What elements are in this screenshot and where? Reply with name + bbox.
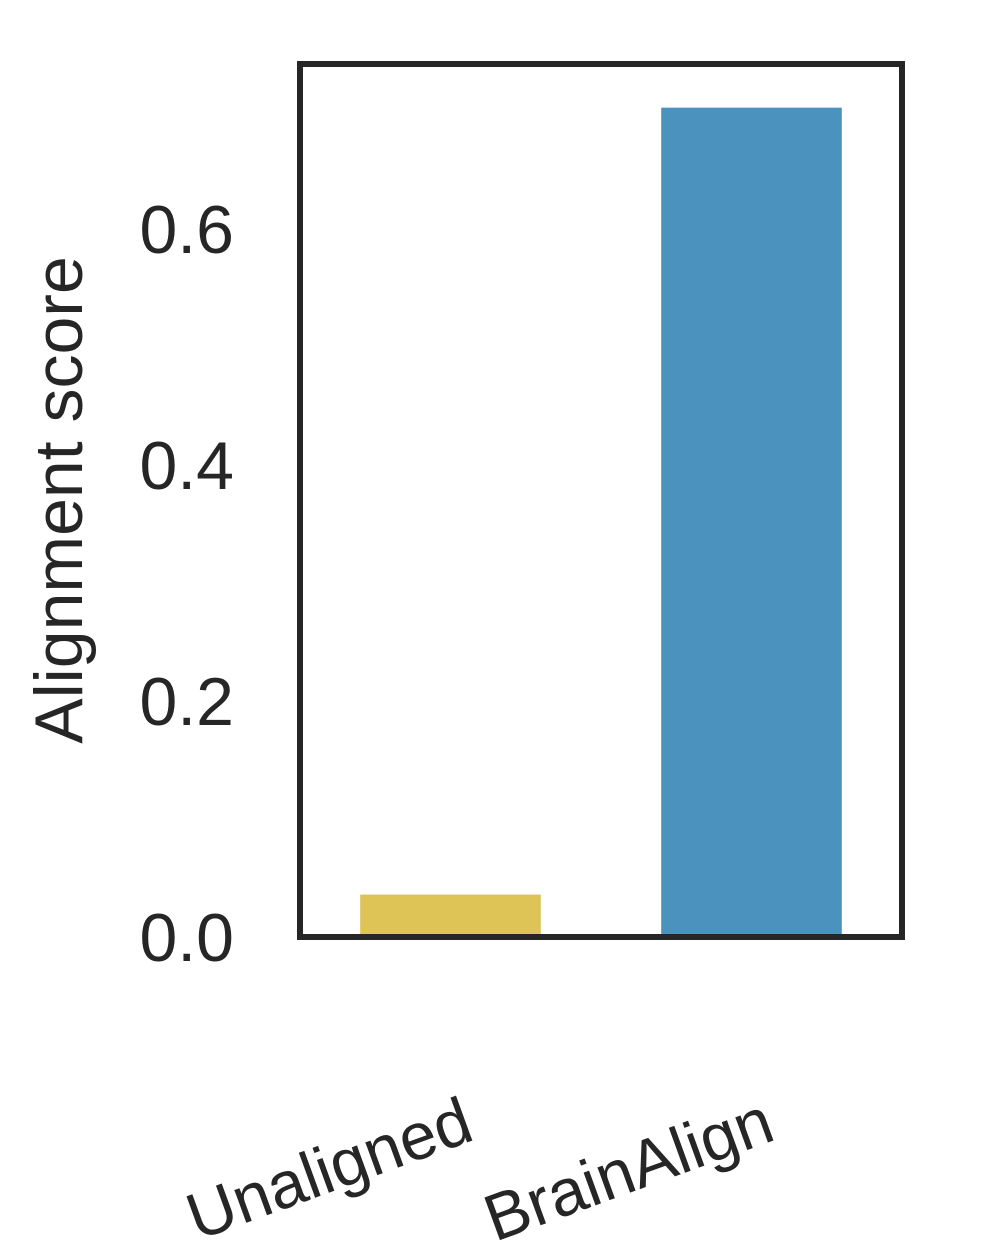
y-tick-label: 0.2 [139, 664, 234, 740]
y-tick-label: 0.0 [139, 900, 234, 976]
y-ticks-group: 0.0 0.2 0.4 0.6 [139, 192, 234, 976]
x-tick-label-brainalign: BrainAlign [474, 1083, 782, 1250]
bar-unaligned [360, 894, 541, 937]
y-axis-label: Alignment score [21, 256, 97, 744]
y-tick-label: 0.6 [139, 192, 234, 268]
bar-brainalign [661, 107, 842, 937]
y-tick-label: 0.4 [139, 428, 234, 504]
plot-frame [297, 61, 905, 940]
x-tick-label-unaligned: Unaligned [177, 1083, 482, 1250]
bars-group [360, 107, 842, 937]
